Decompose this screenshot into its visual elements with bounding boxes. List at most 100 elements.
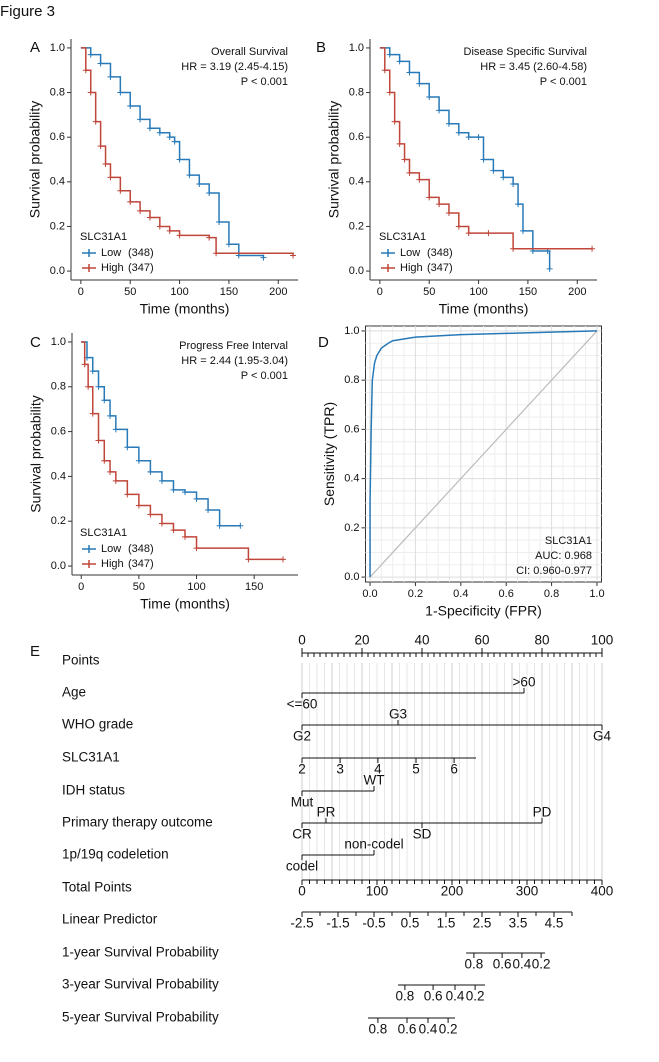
tick-label: 5 xyxy=(412,762,420,777)
censor-mark xyxy=(216,522,223,529)
censor-mark xyxy=(546,265,553,272)
tick-label: 2 xyxy=(298,762,306,777)
censor-mark xyxy=(107,412,114,419)
tick-label: G2 xyxy=(293,729,311,744)
censor-mark xyxy=(381,67,388,74)
censor-mark xyxy=(391,118,398,125)
curve xyxy=(80,47,265,258)
x-tick-label: 0.6 xyxy=(499,588,514,600)
legend-label: Low xyxy=(400,247,420,259)
y-tick-label: 0.6 xyxy=(344,423,359,435)
tick-label: 0 xyxy=(298,884,306,899)
censor-mark xyxy=(101,457,108,464)
tick-label: 200 xyxy=(441,884,464,899)
censor-mark xyxy=(166,134,173,141)
legend-label: Low xyxy=(101,543,121,555)
censor-mark xyxy=(117,187,124,194)
y-tick-label: 0.0 xyxy=(51,560,66,572)
tick-label: 0.4 xyxy=(513,957,532,972)
censor-mark xyxy=(166,227,173,234)
legend-title: SLC31A1 xyxy=(80,231,127,243)
y-tick-label: 0.0 xyxy=(344,571,359,583)
censor-mark xyxy=(416,80,423,87)
annotation: HR = 3.45 (2.60-4.58) xyxy=(480,61,587,73)
censor-mark xyxy=(490,167,497,174)
censor-mark xyxy=(475,134,482,141)
censor-mark xyxy=(216,218,223,225)
x-axis-label: Time (months) xyxy=(140,596,230,612)
tick-label: SD xyxy=(413,827,432,842)
x-tick-label: 0.4 xyxy=(453,588,468,600)
censor-mark xyxy=(112,477,119,484)
legend-label: High xyxy=(400,262,423,274)
y-tick-label: 0.8 xyxy=(349,86,364,98)
y-axis-label: Survival probability xyxy=(326,101,342,219)
censor-mark xyxy=(416,176,423,183)
censor-mark xyxy=(102,160,109,167)
censor-mark xyxy=(455,129,462,136)
censor-mark xyxy=(436,107,443,114)
tick-label: 0.5 xyxy=(401,916,420,931)
y-tick-label: 0.2 xyxy=(349,220,364,232)
y-axis-label: Survival probability xyxy=(27,101,43,219)
censor-mark xyxy=(193,495,200,502)
y-tick-label: 0.6 xyxy=(349,131,364,143)
row-label: Total Points xyxy=(62,880,132,895)
curve xyxy=(81,341,241,527)
censor-mark xyxy=(500,174,507,181)
censor-mark xyxy=(426,194,433,201)
tick-label: 3 xyxy=(336,762,344,777)
censor-mark xyxy=(386,51,393,58)
panel-label: D xyxy=(318,334,329,351)
tick-label: 40 xyxy=(414,633,429,648)
censor-mark xyxy=(107,174,114,181)
y-tick-label: 1.0 xyxy=(51,336,66,348)
row-label: SLC31A1 xyxy=(62,750,120,765)
tick-label: 1.5 xyxy=(437,916,456,931)
annotation: Overall Survival xyxy=(211,46,288,58)
legend-label: High xyxy=(101,558,124,570)
censor-mark xyxy=(156,129,163,136)
tick-label: 0.2 xyxy=(466,989,485,1004)
y-tick-label: 0.8 xyxy=(50,86,65,98)
censor-mark xyxy=(170,527,177,534)
y-axis-label: Survival probability xyxy=(28,395,44,513)
legend-label: Low xyxy=(101,247,121,259)
legend-title: SLC31A1 xyxy=(80,527,127,539)
legend-count: (348) xyxy=(128,543,154,555)
tick-label: CR xyxy=(292,827,312,842)
censor-mark xyxy=(589,245,596,252)
censor-mark xyxy=(406,69,413,76)
censor-mark xyxy=(101,397,108,404)
censor-mark xyxy=(81,361,88,368)
tick-label: codel xyxy=(286,859,318,874)
censor-mark xyxy=(95,383,102,390)
x-tick-label: 0 xyxy=(78,581,84,593)
tick-label: Mut xyxy=(291,795,314,810)
y-tick-label: 0.0 xyxy=(349,265,364,277)
x-tick-label: 0.0 xyxy=(362,588,377,600)
tick-label: 0.8 xyxy=(465,957,484,972)
annotation: Progress Free Interval xyxy=(179,340,288,352)
censor-mark xyxy=(205,507,212,514)
x-tick-label: 200 xyxy=(269,286,287,298)
legend-swatch xyxy=(381,264,395,272)
tick-label: 100 xyxy=(591,633,614,648)
x-tick-label: 150 xyxy=(245,581,263,593)
tick-label: 20 xyxy=(354,633,369,648)
y-tick-label: 0.4 xyxy=(50,176,65,188)
x-tick-label: 1.0 xyxy=(589,588,604,600)
x-tick-label: 100 xyxy=(187,581,205,593)
tick-label: 300 xyxy=(516,884,539,899)
tick-label: 0.4 xyxy=(446,989,465,1004)
censor-mark xyxy=(290,252,297,259)
y-tick-label: 0.8 xyxy=(51,381,66,393)
censor-mark xyxy=(147,511,154,518)
censor-mark xyxy=(95,437,102,444)
tick-label: -1.5 xyxy=(326,916,349,931)
legend-swatch xyxy=(82,545,96,553)
censor-mark xyxy=(237,522,244,529)
censor-mark xyxy=(396,58,403,65)
row-label: 1p/19q codeletion xyxy=(62,847,169,862)
tick-label: 3.5 xyxy=(509,916,528,931)
